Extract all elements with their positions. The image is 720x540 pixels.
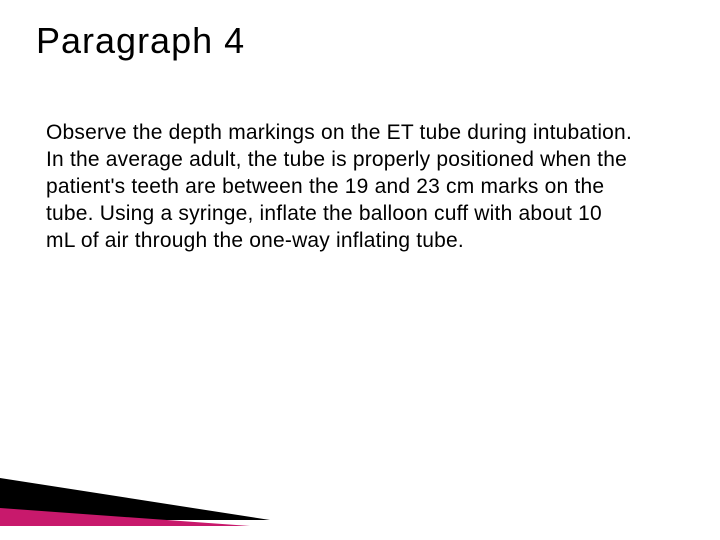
accent-shape [0,478,270,526]
slide-body-text: Observe the depth markings on the ET tub… [46,120,636,254]
slide: Paragraph 4 Observe the depth markings o… [0,0,720,540]
slide-title: Paragraph 4 [36,20,674,62]
accent-triangle-magenta [0,508,250,526]
accent-triangle-black [0,478,270,520]
